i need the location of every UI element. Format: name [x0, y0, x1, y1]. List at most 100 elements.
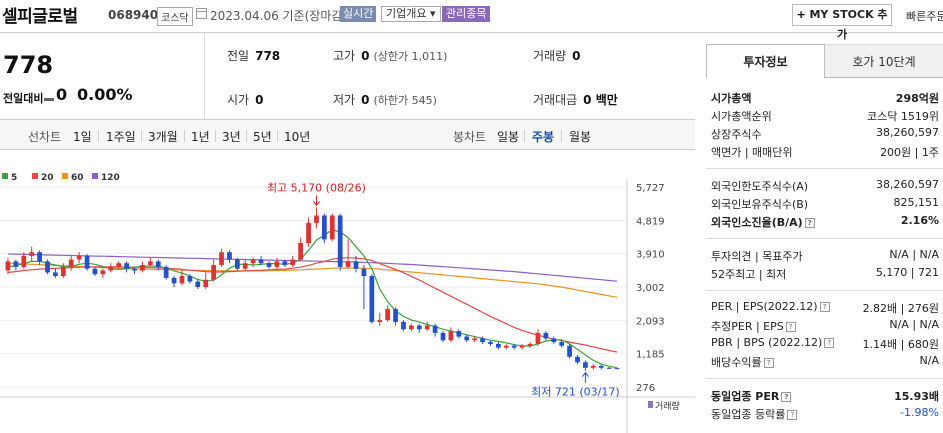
- candle-body: [353, 261, 359, 269]
- y-tick-label: 2,093: [636, 316, 665, 327]
- stock-name: 셀피글로벌: [2, 7, 78, 27]
- candle-body: [329, 215, 335, 240]
- help-icon[interactable]: ?: [804, 218, 815, 228]
- market-badge: 코스닥: [157, 7, 193, 26]
- candle-body: [21, 255, 27, 267]
- volume-legend-swatch: [648, 401, 653, 408]
- info-label-text: 외국인소진율(B/A): [711, 216, 803, 229]
- add-my-stock-button[interactable]: + MY STOCK 추가: [792, 4, 892, 41]
- candle-body: [321, 215, 327, 240]
- tab-1w[interactable]: 1주일: [106, 130, 136, 144]
- candle-body: [108, 266, 114, 271]
- high-price: 고가 0 (상한가 1,011): [333, 47, 447, 64]
- tab-1d[interactable]: 1일: [73, 130, 92, 144]
- tab-investment-info[interactable]: 투자정보: [706, 44, 825, 78]
- legend-swatch-20: [32, 173, 38, 179]
- help-icon[interactable]: ?: [781, 392, 792, 402]
- lower-limit: (하한가 545): [373, 94, 437, 107]
- candle-body: [140, 265, 145, 271]
- tab-order-book[interactable]: 호가 10단계: [825, 44, 943, 78]
- info-label: 시가총액: [711, 90, 751, 106]
- tab-3m[interactable]: 3개월: [148, 130, 178, 144]
- amount-value: 0 백만: [583, 93, 618, 107]
- candle-body: [480, 338, 485, 343]
- tab-weekly[interactable]: 주봉: [532, 130, 555, 144]
- candle-body: [614, 368, 620, 370]
- change-label-text: 전일대비: [3, 92, 44, 105]
- help-icon[interactable]: ?: [763, 358, 774, 368]
- info-value: 2.82배 | 276원: [862, 302, 939, 315]
- help-icon[interactable]: ?: [824, 338, 835, 348]
- tab-3y[interactable]: 3년: [222, 130, 241, 144]
- candle-body: [559, 342, 565, 346]
- info-row: 동일업종 등락률? -1.98%: [706, 404, 943, 422]
- info-label-text: 외국인보유주식수(B): [711, 198, 809, 211]
- candle-body: [116, 263, 122, 267]
- candle-body: [464, 336, 470, 341]
- ma-line-5: [7, 229, 618, 369]
- low-value: 0: [361, 93, 370, 107]
- tab-monthly[interactable]: 월봉: [569, 130, 592, 144]
- candle-body: [567, 345, 572, 357]
- info-value: N/A | N/A: [889, 318, 939, 331]
- candle-body: [124, 263, 129, 269]
- candle-body: [179, 276, 185, 284]
- price-summary: 778 전일대비 0 0.00%: [0, 33, 205, 119]
- candle-body: [583, 362, 588, 368]
- info-value: 200원 | 1주: [880, 146, 939, 159]
- quote-grid: 전일 778 고가 0 (상한가 1,011) 거래량 0 시가 0 저가 0 (하한가 54…: [205, 33, 695, 119]
- tab-1y[interactable]: 1년: [191, 130, 210, 144]
- candle-body: [147, 261, 153, 266]
- calendar-icon: [196, 8, 207, 19]
- candle-body: [590, 365, 596, 368]
- info-row: PER | EPS(2022.12)? 2.82배 | 276원: [706, 298, 943, 316]
- tab-daily[interactable]: 일봉: [497, 130, 520, 144]
- y-tick-label: 4,819: [636, 216, 665, 227]
- candle-body: [440, 332, 446, 341]
- candle-body: [535, 332, 541, 344]
- info-value: 코스닥 1519위: [867, 110, 939, 123]
- company-overview-dropdown[interactable]: 기업개요 ▾: [381, 6, 441, 22]
- candle-body: [211, 265, 216, 280]
- info-value: -1.98%: [900, 406, 939, 419]
- candle-body: [409, 325, 414, 330]
- info-label: 52주최고 | 최저: [711, 266, 786, 282]
- candle-body: [290, 259, 296, 266]
- volume-value: 0: [572, 49, 581, 63]
- prev-close: 전일 778: [227, 47, 280, 64]
- candle-body: [543, 332, 549, 339]
- open-value: 0: [255, 93, 264, 107]
- info-label: 액면가 | 매매단위: [711, 144, 793, 160]
- legend-swatch-5: [2, 173, 8, 179]
- info-row: 추정PER | EPS? N/A | N/A: [706, 316, 943, 334]
- candle-body: [234, 259, 240, 269]
- info-divider: [706, 290, 943, 291]
- help-icon[interactable]: ?: [787, 410, 798, 420]
- tab-5y[interactable]: 5년: [253, 130, 272, 144]
- tab-10y[interactable]: 10년: [284, 130, 311, 144]
- info-label-text: PBR | BPS (2022.12): [711, 336, 823, 349]
- y-tick-label: 3,910: [636, 250, 665, 261]
- info-label-text: PER | EPS(2022.12): [711, 300, 818, 313]
- help-icon[interactable]: ?: [819, 302, 830, 312]
- candle-body: [68, 259, 74, 267]
- amount-label: 거래대금: [533, 93, 578, 107]
- chart-svg: 5 20 60 120 5,727 4,819 3,910 3,002 2,093 1,185 27…: [0, 173, 695, 433]
- info-divider: [706, 168, 943, 169]
- stock-header: 셀피글로벌 068940 코스닥 2023.04.06 기준(장마감) 실시간 …: [0, 0, 943, 41]
- line-chart-label: 선차트: [28, 130, 62, 144]
- divider: [524, 130, 525, 142]
- price-chart[interactable]: 5 20 60 120 5,727 4,819 3,910 3,002 2,093 1,185 27…: [0, 151, 695, 433]
- quick-order-link[interactable]: 빠른주문: [906, 10, 943, 23]
- divider: [98, 130, 99, 142]
- help-icon[interactable]: ?: [785, 322, 796, 332]
- candle-body: [76, 255, 82, 260]
- info-value: 15.93배: [894, 390, 939, 403]
- info-row: 52주최고 | 최저 5,170 | 721: [706, 264, 943, 282]
- prev-close-value: 778: [255, 49, 281, 63]
- date-text: 2023.04.06 기준(장마감): [210, 9, 348, 23]
- realtime-button[interactable]: 실시간: [340, 6, 377, 22]
- high-label: 고가: [333, 49, 356, 63]
- info-label-text: 동일업종 PER: [711, 390, 780, 403]
- info-label-text: 52주최고 | 최저: [711, 268, 787, 281]
